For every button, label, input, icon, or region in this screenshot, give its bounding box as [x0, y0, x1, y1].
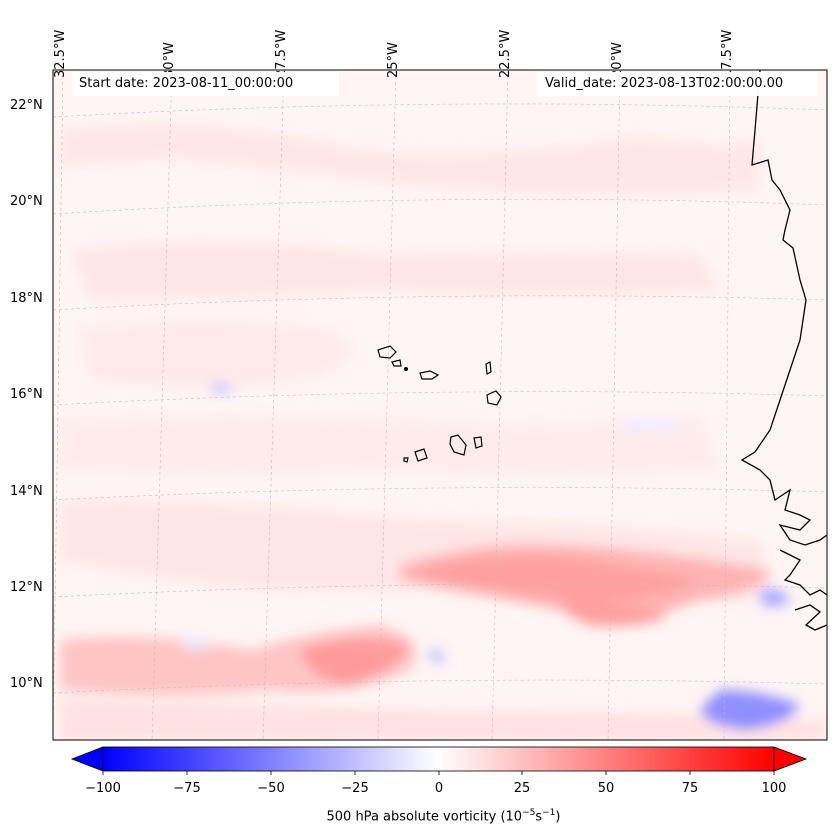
start-date-box: Start date: 2023-08-11_00:00:00 [72, 72, 339, 96]
colorbar-label: 500 hPa absolute vorticity (10−5s−1) [0, 808, 837, 824]
lat-label: 20°N [10, 194, 43, 209]
lat-label: 10°N [10, 676, 43, 691]
cape-verde-islands [377, 345, 502, 463]
colorbar-label-end: ) [555, 809, 561, 825]
map-frame [52, 69, 828, 741]
colorbar-tick: 0 [434, 781, 444, 796]
lat-label: 14°N [10, 484, 43, 499]
colorbar-label-unit: s [535, 809, 543, 825]
colorbar-tick: −75 [173, 781, 201, 796]
lon-label: 32.5°W [53, 29, 68, 78]
start-date-text: Start date: 2023-08-11_00:00:00 [79, 76, 294, 91]
colorbar-label-exp: −5 [522, 808, 536, 818]
lon-label: 27.5°W [274, 29, 289, 78]
colorbar-min-arrow [70, 746, 104, 772]
colorbar-tick: 75 [681, 781, 699, 796]
colorbar-tick: −25 [341, 781, 369, 796]
colorbar [70, 746, 808, 775]
lon-label: 25°W [386, 42, 401, 78]
valid-date-box: Valid_date: 2023-08-13T02:00:00.00 [536, 72, 817, 96]
lat-label: 22°N [10, 98, 43, 113]
colorbar-tick: −100 [85, 781, 121, 796]
colorbar-max-arrow [773, 746, 808, 772]
colorbar-tick: 50 [597, 781, 615, 796]
colorbar-tick: 25 [513, 781, 531, 796]
colorbar-tick: −50 [257, 781, 285, 796]
lon-label: 17.5°W [720, 29, 735, 78]
lon-label: 22.5°W [498, 29, 513, 78]
coastline [740, 70, 827, 631]
lat-label: 16°N [10, 387, 43, 402]
colorbar-tick: 100 [761, 781, 787, 796]
gridlines [53, 70, 827, 740]
valid-date-text: Valid_date: 2023-08-13T02:00:00.00 [545, 76, 784, 91]
lat-label: 12°N [10, 580, 43, 595]
colorbar-body [102, 746, 775, 772]
lat-label: 18°N [10, 291, 43, 306]
vorticity-field [60, 123, 827, 740]
colorbar-label-text: 500 hPa absolute vorticity (10 [326, 809, 523, 825]
colorbar-label-exp: −1 [542, 808, 556, 818]
